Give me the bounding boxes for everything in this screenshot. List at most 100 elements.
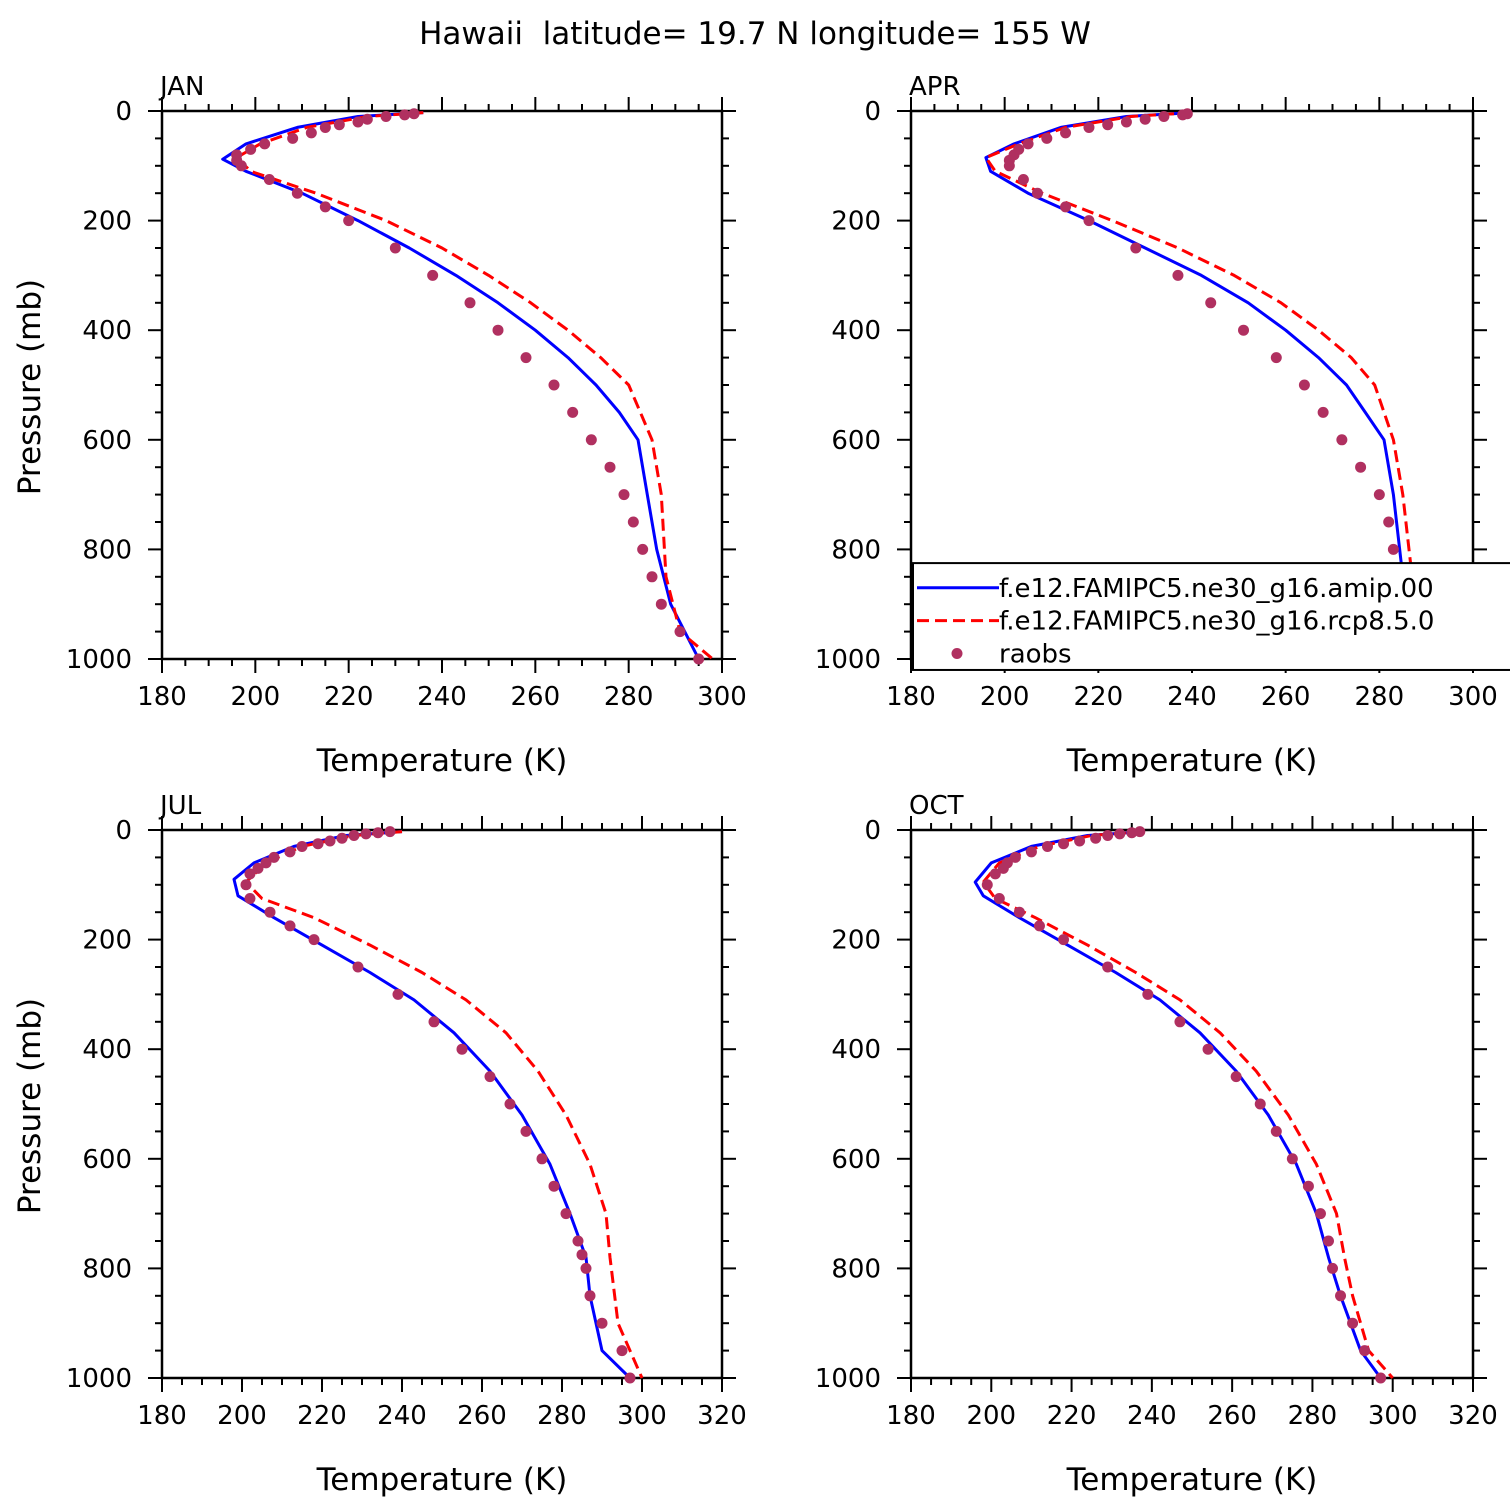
raobs-point <box>997 862 1009 874</box>
raobs-point <box>1013 906 1025 918</box>
series-amip-line <box>221 111 701 660</box>
raobs-point <box>1359 1345 1371 1357</box>
raobs-point <box>1142 988 1154 1000</box>
raobs-point <box>1025 846 1037 858</box>
raobs-point <box>1270 352 1282 364</box>
raobs-point <box>1058 934 1070 946</box>
raobs-point <box>1375 1372 1387 1384</box>
x-axis-label: Temperature (K) <box>1066 743 1318 779</box>
raobs-point <box>1373 489 1385 501</box>
raobs-point <box>312 838 324 850</box>
raobs-point <box>1302 1180 1314 1192</box>
raobs-point <box>572 1235 584 1247</box>
x-tick-label: 260 <box>457 1401 507 1431</box>
raobs-point <box>693 653 705 665</box>
x-tick-label: 280 <box>1355 682 1405 712</box>
raobs-point <box>1336 434 1348 446</box>
raobs-point <box>560 1208 572 1220</box>
raobs-point <box>360 828 372 840</box>
raobs-point <box>618 489 630 501</box>
raobs-point <box>637 543 649 555</box>
raobs-point <box>585 434 597 446</box>
y-tick-label: 400 <box>831 1035 881 1065</box>
panel-title: OCT <box>909 791 964 821</box>
raobs-point <box>380 110 392 122</box>
y-tick-label: 400 <box>82 316 132 346</box>
raobs-point <box>427 269 439 281</box>
raobs-point <box>576 1249 588 1261</box>
y-tick-label: 200 <box>831 207 881 237</box>
series-rcp85-line <box>244 830 644 1379</box>
series-amip-line <box>973 830 1382 1379</box>
raobs-point <box>1270 1125 1282 1137</box>
raobs-point <box>464 297 476 309</box>
raobs-point <box>305 127 317 139</box>
raobs-point <box>1205 297 1217 309</box>
raobs-point <box>1120 116 1132 128</box>
raobs-point <box>492 324 504 336</box>
raobs-point <box>1238 324 1250 336</box>
raobs-point <box>1102 829 1114 841</box>
y-tick-label: 800 <box>831 535 881 565</box>
series-raobs-points <box>231 108 705 665</box>
panel-title: APR <box>909 72 961 102</box>
raobs-point <box>1134 826 1146 838</box>
raobs-point <box>1126 827 1138 839</box>
chart-panel-apr: APR 180 200 220 240 260 280 300 0 200 400 600 800 100… <box>815 72 1510 779</box>
x-tick-label: 200 <box>217 1401 267 1431</box>
raobs-point <box>1009 851 1021 863</box>
legend-label: raobs <box>999 640 1072 670</box>
raobs-point <box>596 1317 608 1329</box>
raobs-point <box>291 187 303 199</box>
raobs-point <box>235 160 247 172</box>
raobs-point <box>264 906 276 918</box>
x-tick-label: 260 <box>511 682 561 712</box>
legend-label: f.e12.FAMIPC5.ne30_g16.rcp8.5.0 <box>999 607 1434 637</box>
y-tick-label: 0 <box>115 97 132 127</box>
y-tick-label: 600 <box>831 1145 881 1175</box>
legend-marker-raobs <box>951 648 963 660</box>
raobs-point <box>1202 1043 1214 1055</box>
series-amip-line <box>232 830 632 1380</box>
plot-frame <box>160 828 724 1380</box>
x-tick-label: 220 <box>324 682 374 712</box>
x-tick-label: 200 <box>980 682 1030 712</box>
raobs-point <box>240 879 252 891</box>
figure-title: Hawaii latitude= 19.7 N longitude= 155 W <box>419 16 1091 52</box>
raobs-point <box>1298 379 1310 391</box>
raobs-point <box>1083 215 1095 227</box>
raobs-point <box>520 1125 532 1137</box>
x-tick-label: 300 <box>1368 1401 1418 1431</box>
x-tick-label: 220 <box>297 1401 347 1431</box>
y-tick-label: 0 <box>864 816 881 846</box>
raobs-point <box>244 868 256 880</box>
raobs-point <box>624 1372 636 1384</box>
x-tick-label: 200 <box>966 1401 1016 1431</box>
y-tick-label: 1000 <box>815 645 881 675</box>
raobs-point <box>428 1016 440 1028</box>
panel-title: JUL <box>158 791 202 821</box>
raobs-point <box>260 857 272 869</box>
raobs-point <box>1102 961 1114 973</box>
x-tick-label: 240 <box>377 1401 427 1431</box>
raobs-point <box>1060 201 1072 213</box>
raobs-point <box>352 116 364 128</box>
y-tick-label: 1000 <box>66 645 132 675</box>
x-tick-label: 300 <box>697 682 747 712</box>
raobs-point <box>245 143 257 155</box>
x-tick-label: 180 <box>886 682 936 712</box>
raobs-point <box>548 379 560 391</box>
y-tick-label: 600 <box>831 426 881 456</box>
raobs-point <box>1017 174 1029 185</box>
y-tick-label: 800 <box>82 1254 132 1284</box>
chart-panel-oct: OCT 180 200 220 240 260 280 300 320 0 200 400 600 800… <box>815 791 1498 1498</box>
raobs-point <box>268 851 280 863</box>
raobs-point <box>1177 109 1189 121</box>
raobs-point <box>1060 127 1072 139</box>
raobs-point <box>981 879 993 891</box>
raobs-point <box>989 868 1001 880</box>
x-tick-label: 320 <box>697 1401 747 1431</box>
x-tick-label: 180 <box>886 1401 936 1431</box>
y-tick-label: 0 <box>864 97 881 127</box>
raobs-point <box>1314 1208 1326 1220</box>
